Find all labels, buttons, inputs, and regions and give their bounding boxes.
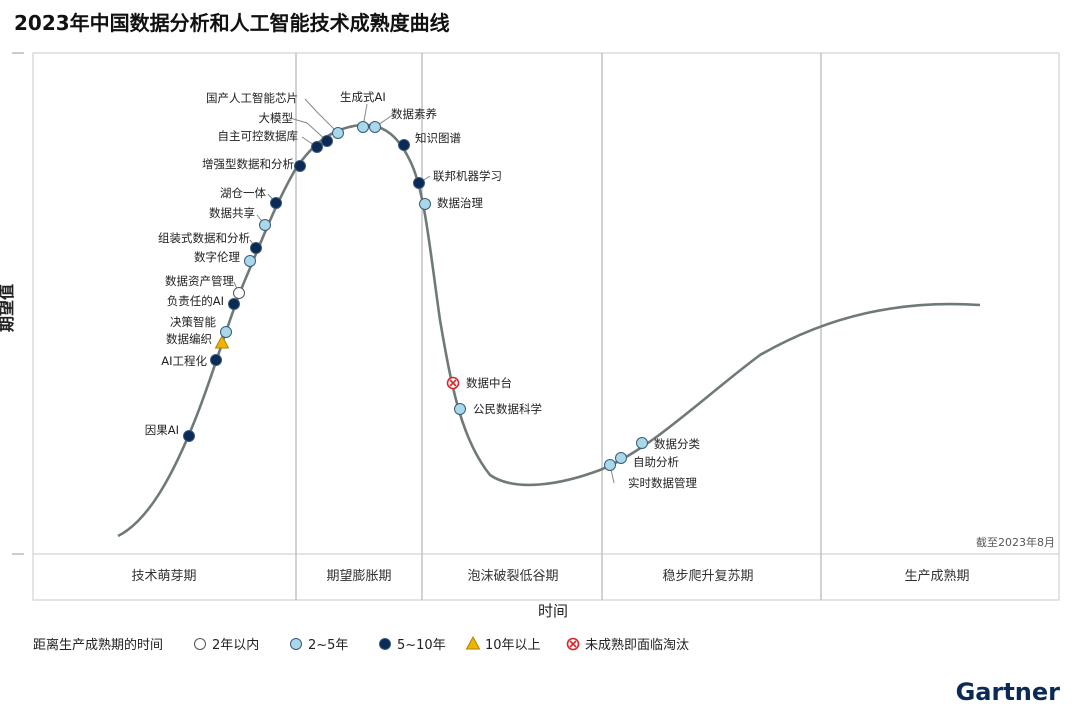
y-axis-label: 期望值	[0, 284, 16, 332]
point-marker	[210, 354, 222, 366]
legend-label: 5~10年	[397, 638, 446, 653]
tech-label: 组装式数据和分析	[158, 231, 250, 245]
tech-label: 联邦机器学习	[433, 169, 502, 183]
point-marker	[454, 403, 466, 415]
phase-label-3: 泡沫破裂低谷期	[467, 569, 558, 584]
point-marker	[270, 197, 282, 209]
legend: 距离生产成熟期的时间 2年以内 2~5年 5~10年 10年以上 未成熟即面临淘汰	[33, 635, 689, 653]
point-marker	[636, 437, 648, 449]
tech-label: 因果AI	[145, 423, 179, 437]
point-marker	[244, 255, 256, 267]
point-marker	[228, 298, 240, 310]
legend-marker	[379, 638, 391, 650]
point-marker	[220, 326, 232, 338]
point-marker	[398, 139, 410, 151]
point-marker-x	[449, 379, 457, 387]
point-marker	[321, 135, 333, 147]
point-marker	[259, 219, 271, 231]
tech-label: 实时数据管理	[628, 476, 697, 490]
tech-label: 自主可控数据库	[218, 129, 299, 143]
point-marker	[615, 452, 627, 464]
legend-label: 10年以上	[485, 638, 541, 653]
phase-label-1: 技术萌芽期	[131, 569, 196, 584]
tech-label: 数据资产管理	[165, 274, 234, 288]
as-of-note: 截至2023年8月	[976, 535, 1055, 549]
tech-points: 因果AI AI工程化 数据编织 决策智能 负责任的AI 数据资产管理 数字伦理 组装式数据和分…	[145, 90, 701, 490]
point-marker	[233, 287, 245, 299]
phase-label-4: 稳步爬升复苏期	[662, 568, 753, 584]
point-marker	[369, 121, 381, 133]
x-axis-label: 时间	[538, 602, 568, 620]
tech-label: 自助分析	[633, 455, 679, 469]
legend-title: 距离生产成熟期的时间	[33, 637, 163, 653]
point-marker	[311, 141, 323, 153]
point-marker	[294, 160, 306, 172]
tech-label: 公民数据科学	[473, 402, 542, 416]
point-marker	[419, 198, 431, 210]
legend-label: 2~5年	[308, 638, 348, 653]
leader-line	[289, 117, 328, 142]
phase-label-5: 生产成熟期	[904, 568, 969, 584]
tech-label: 数字伦理	[194, 250, 240, 264]
point-marker	[332, 127, 344, 139]
point-marker	[357, 121, 369, 133]
legend-marker-x	[569, 640, 577, 648]
tech-label: 湖仓一体	[220, 186, 266, 200]
tech-label: 数据编织	[166, 332, 212, 346]
plot-frame	[12, 52, 1060, 601]
tech-label: 数据分类	[654, 437, 700, 451]
chart-title: 2023年中国数据分析和人工智能技术成熟度曲线	[14, 11, 450, 35]
point-marker	[214, 334, 230, 349]
tech-label: 国产人工智能芯片	[206, 91, 298, 105]
phase-label-2: 期望膨胀期	[326, 568, 391, 584]
legend-label: 2年以内	[212, 637, 259, 653]
tech-label: 数据素养	[391, 107, 437, 121]
tech-label: 增强型数据和分析	[202, 157, 294, 171]
legend-marker	[194, 638, 206, 650]
tech-label: 生成式AI	[340, 90, 386, 104]
phase-band	[32, 553, 1060, 601]
tech-label: 数据共享	[209, 206, 255, 220]
tech-label: 负责任的AI	[167, 294, 224, 308]
gartner-logo: Gartner	[956, 678, 1061, 706]
tech-label: 知识图谱	[415, 131, 461, 145]
point-marker	[183, 430, 195, 442]
point-marker	[604, 459, 616, 471]
legend-marker	[465, 635, 481, 650]
tech-label: 数据治理	[437, 196, 483, 210]
legend-label: 未成熟即面临淘汰	[585, 637, 689, 653]
phase-labels: 技术萌芽期 期望膨胀期 泡沫破裂低谷期 稳步爬升复苏期 生产成熟期	[131, 568, 969, 584]
tech-label: 大模型	[259, 111, 294, 125]
legend-marker	[290, 638, 302, 650]
tech-label: 决策智能	[170, 315, 216, 329]
tech-label: AI工程化	[161, 354, 207, 368]
tech-label: 数据中台	[466, 376, 512, 390]
point-marker	[250, 242, 262, 254]
leader-line	[304, 98, 339, 134]
point-marker	[413, 177, 425, 189]
